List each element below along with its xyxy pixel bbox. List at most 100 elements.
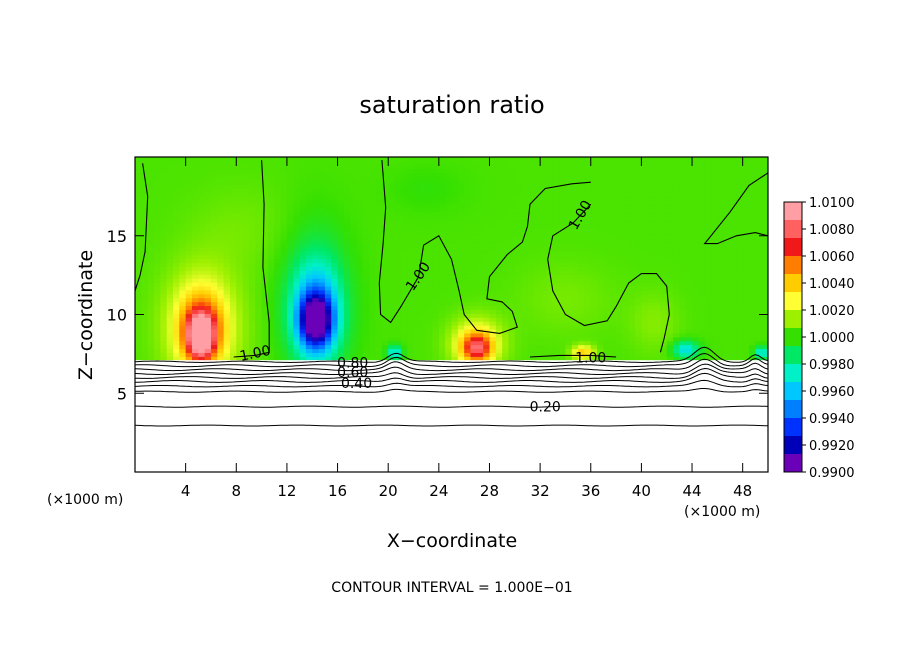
heatmap-cell xyxy=(749,188,756,193)
heatmap-cell xyxy=(730,285,737,291)
heatmap-cell xyxy=(736,266,744,271)
heatmap-cell xyxy=(166,348,174,353)
heatmap-cell xyxy=(166,313,174,318)
heatmap-cell xyxy=(141,282,149,287)
heatmap-cell xyxy=(337,282,345,287)
heatmap-cell xyxy=(603,180,611,185)
heatmap-cell xyxy=(419,239,427,244)
heatmap-cell xyxy=(217,297,225,303)
heatmap-cell xyxy=(685,164,693,170)
heatmap-cell xyxy=(571,188,579,193)
heatmap-cell xyxy=(647,223,655,228)
heatmap-cell xyxy=(489,250,497,256)
heatmap-cell xyxy=(255,262,263,267)
heatmap-cell xyxy=(622,203,630,209)
heatmap-cell xyxy=(407,348,415,353)
heatmap-cell xyxy=(210,266,218,271)
heatmap-cell xyxy=(261,305,269,310)
heatmap-cell xyxy=(147,348,155,353)
heatmap-cell xyxy=(502,285,510,291)
heatmap-cell xyxy=(622,180,630,185)
heatmap-cell xyxy=(685,215,693,221)
heatmap-cell xyxy=(508,352,516,357)
heatmap-cell xyxy=(457,309,465,314)
heatmap-cell xyxy=(495,332,503,338)
heatmap-cell xyxy=(407,235,415,240)
heatmap-cell xyxy=(679,344,687,350)
heatmap-cell xyxy=(413,336,421,342)
heatmap-cell xyxy=(590,274,598,279)
heatmap-cell xyxy=(274,328,282,334)
heatmap-cell xyxy=(147,282,155,287)
heatmap-cell xyxy=(331,278,339,283)
heatmap-cell xyxy=(286,184,294,189)
heatmap-cell xyxy=(324,168,332,174)
heatmap-cell xyxy=(362,184,370,189)
heatmap-cell xyxy=(590,289,598,295)
heatmap-cell xyxy=(394,336,402,342)
heatmap-cell xyxy=(337,266,345,271)
heatmap-cell xyxy=(711,246,718,252)
heatmap-cell xyxy=(191,164,199,170)
heatmap-cell xyxy=(305,305,313,310)
heatmap-cell xyxy=(540,235,548,240)
heatmap-cell xyxy=(198,188,206,193)
heatmap-cell xyxy=(464,164,472,170)
heatmap-cell xyxy=(400,317,408,322)
heatmap-cell xyxy=(356,254,364,260)
heatmap-cell xyxy=(229,254,237,260)
heatmap-cell xyxy=(318,199,326,205)
heatmap-cell xyxy=(521,180,529,185)
heatmap-cell xyxy=(369,301,377,307)
heatmap-cell xyxy=(603,297,611,303)
heatmap-cell xyxy=(432,207,440,213)
heatmap-cell xyxy=(229,352,237,357)
heatmap-cell xyxy=(495,164,503,170)
heatmap-cell xyxy=(552,250,560,256)
heatmap-cell xyxy=(413,211,421,217)
heatmap-cell xyxy=(362,328,370,334)
heatmap-cell xyxy=(166,215,174,221)
heatmap-cell xyxy=(679,340,687,346)
heatmap-cell xyxy=(229,215,237,221)
heatmap-cell xyxy=(495,235,503,240)
heatmap-cell xyxy=(723,321,731,326)
heatmap-cell xyxy=(514,328,522,334)
heatmap-cell xyxy=(375,168,383,174)
heatmap-cell xyxy=(489,242,497,248)
heatmap-cell xyxy=(730,274,737,279)
heatmap-cell xyxy=(628,309,636,314)
heatmap-cell xyxy=(135,305,142,310)
heatmap-cell xyxy=(730,282,737,287)
heatmap-cell xyxy=(470,285,478,291)
heatmap-cell xyxy=(476,172,484,178)
heatmap-cell xyxy=(508,203,516,209)
heatmap-cell xyxy=(337,262,345,267)
heatmap-cell xyxy=(350,340,358,346)
heatmap-cell xyxy=(723,164,731,170)
heatmap-cell xyxy=(350,348,358,353)
heatmap-cell xyxy=(331,211,339,217)
heatmap-cell xyxy=(451,258,459,264)
heatmap-cell xyxy=(331,270,339,275)
heatmap-cell xyxy=(533,184,541,189)
heatmap-cell xyxy=(514,172,522,178)
heatmap-cell xyxy=(407,297,415,303)
heatmap-cell xyxy=(711,266,718,271)
heatmap-cell xyxy=(274,184,282,189)
heatmap-cell xyxy=(457,258,465,264)
heatmap-cell xyxy=(679,219,687,225)
heatmap-cell xyxy=(723,301,731,307)
heatmap-cell xyxy=(248,274,256,279)
heatmap-cell xyxy=(451,325,459,330)
heatmap-cell xyxy=(546,348,554,353)
heatmap-cell xyxy=(445,168,453,174)
heatmap-cell xyxy=(204,352,212,357)
heatmap-cell xyxy=(172,246,180,252)
heatmap-cell xyxy=(375,305,383,310)
heatmap-cell xyxy=(533,289,541,295)
heatmap-cell xyxy=(635,274,642,279)
heatmap-cell xyxy=(679,176,687,182)
heatmap-cell xyxy=(559,219,567,225)
heatmap-cell xyxy=(749,285,756,291)
